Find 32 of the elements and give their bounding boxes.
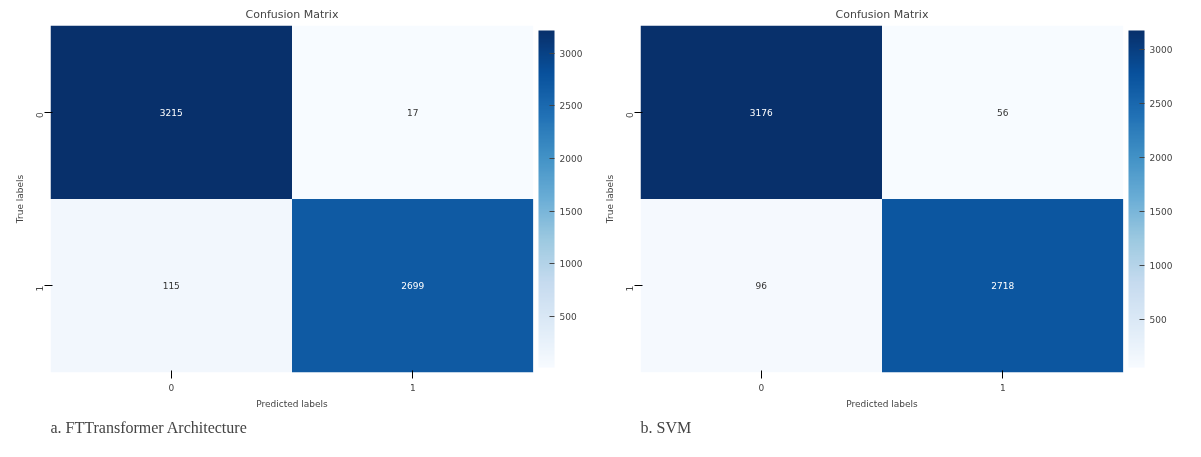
color-bar-label: 2000 bbox=[1149, 153, 1173, 164]
color-bar-label: 1500 bbox=[559, 206, 583, 217]
text: a. FTTransformer Architecture bbox=[50, 418, 247, 436]
color-bar-label: 3000 bbox=[1149, 45, 1173, 56]
color-bar-label: 2000 bbox=[559, 154, 583, 165]
x-axis-title: Predicted labels bbox=[256, 398, 329, 409]
chart-title: Confusion Matrix bbox=[245, 7, 339, 21]
x-tick-label: 1 bbox=[999, 382, 1006, 393]
color-bar-label: 1500 bbox=[1149, 207, 1173, 218]
chart-title: Confusion Matrix bbox=[835, 7, 929, 21]
color-bar-label: 1000 bbox=[1149, 261, 1173, 272]
data-label: 115 bbox=[162, 281, 180, 292]
x-axis-title: Predicted labels bbox=[846, 398, 919, 409]
color-bar-label: 2500 bbox=[1149, 99, 1173, 110]
color-bar-label: 500 bbox=[1149, 315, 1167, 326]
x-tick-label: 0 bbox=[758, 382, 765, 393]
color-bar-label: 3000 bbox=[559, 48, 583, 59]
data-label: 2699 bbox=[401, 281, 425, 292]
data-label: 3176 bbox=[749, 107, 773, 118]
color-bar-label: 500 bbox=[559, 312, 577, 323]
data-label: 96 bbox=[755, 281, 768, 292]
y-axis-title: True labels bbox=[604, 174, 615, 225]
color-bar-label: 2500 bbox=[559, 101, 583, 112]
y-axis-title: True labels bbox=[14, 174, 25, 225]
data-label: 2718 bbox=[991, 281, 1015, 292]
x-tick-label: 0 bbox=[168, 382, 175, 393]
data-label: 3215 bbox=[159, 107, 183, 118]
x-tick-label: 1 bbox=[409, 382, 416, 393]
data-label: 56 bbox=[997, 107, 1009, 118]
text: b. SVM bbox=[640, 418, 692, 436]
color-bar-label: 1000 bbox=[559, 259, 583, 270]
data-label: 17 bbox=[407, 107, 419, 118]
